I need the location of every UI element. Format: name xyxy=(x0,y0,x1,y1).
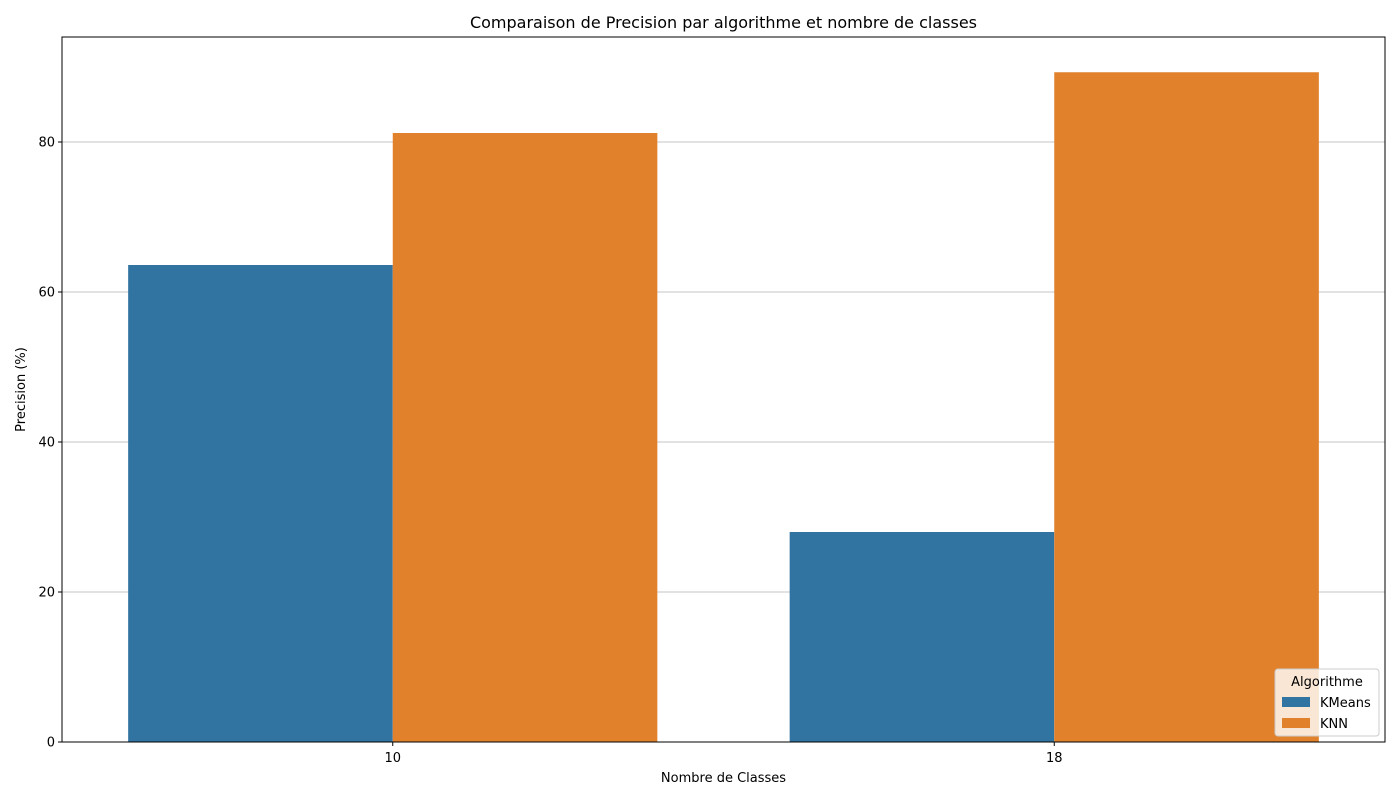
x-tick-label: 18 xyxy=(1046,751,1063,766)
plot-frame xyxy=(61,36,1386,743)
y-axis-ticks: 0 20 40 60 80 xyxy=(38,136,62,751)
y-tick-label: 60 xyxy=(38,286,55,301)
y-axis-label: Precision (%) xyxy=(14,347,29,432)
y-tick-label: 80 xyxy=(38,136,55,151)
legend-items: KMeans KNN xyxy=(1282,696,1371,732)
bar-kmeans-10 xyxy=(128,265,393,742)
legend-swatch-knn xyxy=(1282,718,1310,728)
x-axis-ticks: 10 18 xyxy=(384,742,1063,766)
y-tick-label: 20 xyxy=(38,586,55,601)
bar-knn-18 xyxy=(1054,72,1319,742)
y-tick-label: 40 xyxy=(38,436,55,451)
legend-title: Algorithme xyxy=(1291,675,1363,690)
y-tick-label: 0 xyxy=(47,736,55,751)
legend-label-knn: KNN xyxy=(1320,717,1348,732)
legend: Algorithme KMeans KNN xyxy=(1274,668,1380,737)
legend-label-kmeans: KMeans xyxy=(1320,696,1371,711)
chart-title: Comparaison de Precision par algorithme … xyxy=(470,13,977,32)
bars xyxy=(128,72,1319,742)
bar-knn-10 xyxy=(392,133,658,742)
x-tick-label: 10 xyxy=(384,751,401,766)
legend-swatch-kmeans xyxy=(1282,697,1310,707)
bar-kmeans-18 xyxy=(789,532,1055,742)
x-axis-label: Nombre de Classes xyxy=(661,771,786,786)
